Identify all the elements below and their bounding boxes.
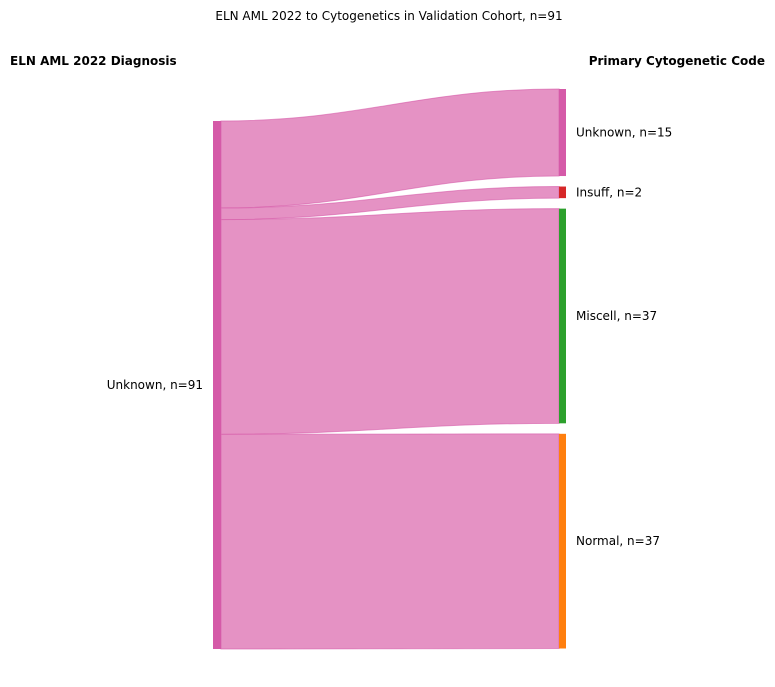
flow-unknown-to-normal	[220, 433, 560, 650]
right-node-miscell	[559, 208, 566, 424]
flow-unknown-to-miscell	[220, 208, 560, 435]
right-node-label-miscell: Miscell, n=37	[576, 309, 657, 323]
flows-group	[220, 88, 560, 650]
right-node-insuff	[559, 186, 566, 199]
right-node-label-normal: Normal, n=37	[576, 534, 660, 548]
right-axis-header: Primary Cytogenetic Code	[589, 54, 765, 68]
left-axis-header: ELN AML 2022 Diagnosis	[10, 54, 177, 68]
right-node-label-unknown: Unknown, n=15	[576, 126, 672, 140]
chart-title: ELN AML 2022 to Cytogenetics in Validati…	[215, 9, 562, 23]
flow-unknown-to-unknown	[220, 88, 560, 209]
labels-group: Unknown, n=91 Unknown, n=15 Insuff, n=2 Mis…	[107, 126, 673, 549]
nodes-group	[213, 89, 566, 649]
left-node-label-unknown: Unknown, n=91	[107, 378, 203, 392]
right-node-label-insuff: Insuff, n=2	[576, 185, 642, 199]
right-node-normal	[559, 433, 566, 649]
left-node-unknown	[213, 121, 221, 649]
right-node-unknown	[559, 89, 566, 177]
